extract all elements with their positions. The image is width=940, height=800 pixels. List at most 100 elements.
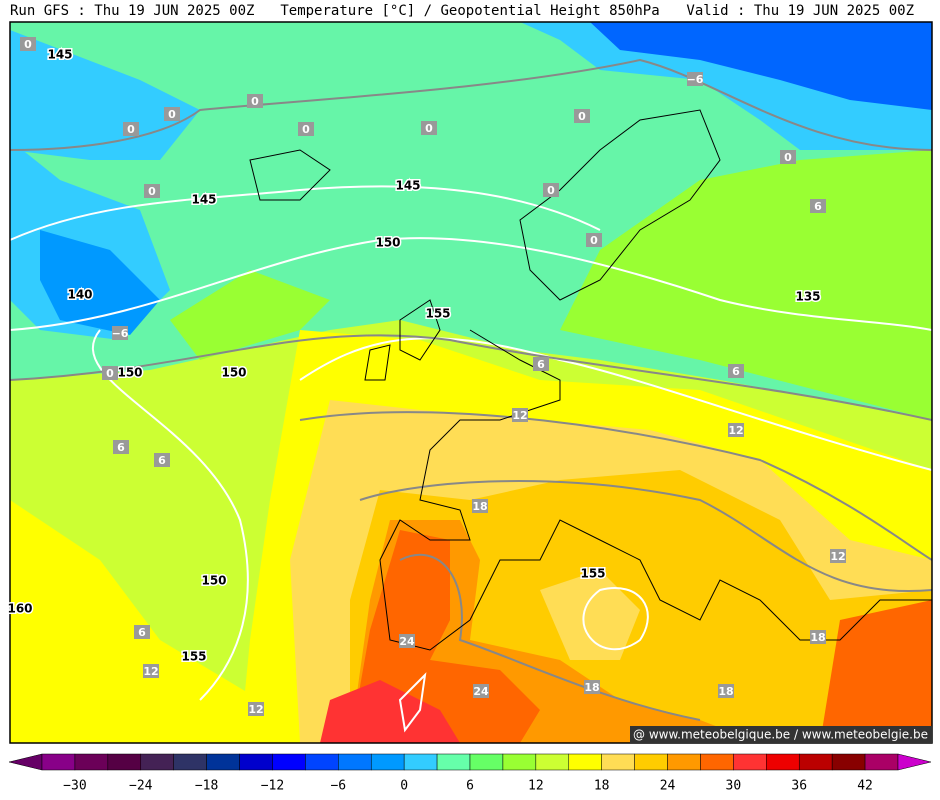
height-label: 135: [795, 290, 820, 304]
height-label: 145: [47, 48, 72, 62]
colorbar-swatch: [173, 753, 207, 771]
height-label: 145: [191, 193, 216, 207]
temperature-label-box: [112, 326, 128, 340]
colorbar-swatch: [305, 753, 339, 771]
temperature-label-box: [247, 94, 263, 108]
temperature-label: 12: [728, 424, 743, 437]
colorbar-swatch: [206, 753, 240, 771]
temperature-label-box: [248, 702, 264, 716]
temperature-label: 0: [168, 108, 176, 121]
height-label: 140: [67, 288, 92, 302]
height-label: 160: [7, 602, 32, 616]
temperature-label: 18: [810, 631, 825, 644]
temperature-label: 0: [302, 123, 310, 136]
temperature-label-box: [512, 408, 528, 422]
temperature-label: 18: [718, 685, 733, 698]
colorbar-swatch: [897, 753, 932, 771]
temperature-label: 6: [537, 358, 545, 371]
temperature-label: 0: [24, 38, 32, 51]
colorbar-label: −12: [261, 779, 284, 794]
temperature-label: 18: [584, 681, 599, 694]
temperature-label-box: [421, 121, 437, 135]
temperature-label: 6: [138, 626, 146, 639]
colorbar-swatch: [798, 753, 833, 771]
credit-box: [630, 726, 932, 743]
map-title: Temperature [°C] / Geopotential Height 8…: [280, 3, 659, 19]
temperature-label-box: [164, 107, 180, 121]
temperature-label-box: [399, 634, 415, 648]
temperature-label-box: [687, 72, 703, 86]
colorbar-swatch: [733, 753, 767, 771]
temperature-label: 0: [784, 151, 792, 164]
temperature-label: 0: [148, 185, 156, 198]
temperature-label: 12: [248, 703, 263, 716]
temperature-label-box: [134, 625, 150, 639]
height-label: 150: [375, 236, 400, 250]
temperature-label: 12: [143, 665, 158, 678]
height-label: 145: [395, 179, 420, 193]
temperature-label: 6: [814, 200, 822, 213]
colorbar-swatch: [403, 753, 438, 771]
temperature-label-box: [728, 364, 744, 378]
temperature-label-box: [810, 199, 826, 213]
colorbar-label: 18: [594, 779, 610, 794]
temperature-label-box: [810, 630, 826, 644]
height-label: 150: [117, 366, 142, 380]
temperature-label: 0: [251, 95, 259, 108]
temperature-label: 18: [472, 500, 487, 513]
colorbar-swatch: [107, 753, 142, 771]
colorbar-label: −30: [63, 779, 86, 794]
colorbar-label: 42: [857, 779, 873, 794]
colorbar-label: 0: [400, 779, 408, 794]
temperature-label: 0: [425, 122, 433, 135]
temperature-label: 0: [590, 234, 598, 247]
temperature-label-box: [20, 37, 36, 51]
colorbar-swatch: [864, 753, 899, 771]
temperature-label-box: [728, 423, 744, 437]
colorbar-swatch: [535, 753, 570, 771]
colorbar-label: −24: [129, 779, 153, 794]
temperature-label-box: [473, 684, 489, 698]
valid-info: Valid : Thu 19 JUN 2025 00Z: [686, 3, 914, 19]
colorbar-label: 36: [791, 779, 807, 794]
colorbar-label: 6: [466, 779, 474, 794]
temperature-label-box: [123, 122, 139, 136]
temperature-label-box: [586, 233, 602, 247]
temperature-label: 6: [117, 441, 125, 454]
height-label: 150: [201, 574, 226, 588]
temperature-label: 12: [830, 550, 845, 563]
colorbar-label: 30: [726, 779, 742, 794]
colorbar-label: −6: [330, 779, 346, 794]
temperature-label-box: [574, 109, 590, 123]
colorbar-swatch: [272, 753, 306, 771]
colorbar-swatch: [74, 753, 109, 771]
colorbar-swatch: [140, 753, 174, 771]
temperature-label-box: [154, 453, 170, 467]
temperature-label-box: [102, 366, 118, 380]
height-label: 150: [221, 366, 246, 380]
colorbar-swatch: [568, 753, 602, 771]
temperature-label: −6: [687, 73, 704, 86]
temperature-label-box: [780, 150, 796, 164]
temperature-label-box: [298, 122, 314, 136]
temperature-label: 24: [399, 635, 415, 648]
height-label: 155: [580, 567, 605, 581]
temperature-label: 6: [732, 365, 740, 378]
temperature-label: 24: [473, 685, 489, 698]
colorbar-label: 12: [528, 779, 544, 794]
run-info: Run GFS : Thu 19 JUN 2025 00Z: [10, 3, 254, 19]
temperature-label-box: [113, 440, 129, 454]
colorbar-swatch: [338, 753, 372, 771]
temperature-label-box: [584, 680, 600, 694]
temperature-label-box: [472, 499, 488, 513]
temperature-label: −6: [112, 327, 129, 340]
temperature-label-box: [718, 684, 734, 698]
colorbar: −30 −24 −18 −12 −6 0 6 12 18 24 30 36 42: [8, 753, 932, 794]
credit: @ www.meteobelgique.be / www.meteobelgie…: [633, 728, 928, 742]
height-label: 155: [425, 307, 450, 321]
temperature-label-box: [143, 664, 159, 678]
colorbar-swatch: [469, 753, 504, 771]
colorbar-label: 24: [660, 779, 676, 794]
temperature-label-box: [533, 357, 549, 371]
